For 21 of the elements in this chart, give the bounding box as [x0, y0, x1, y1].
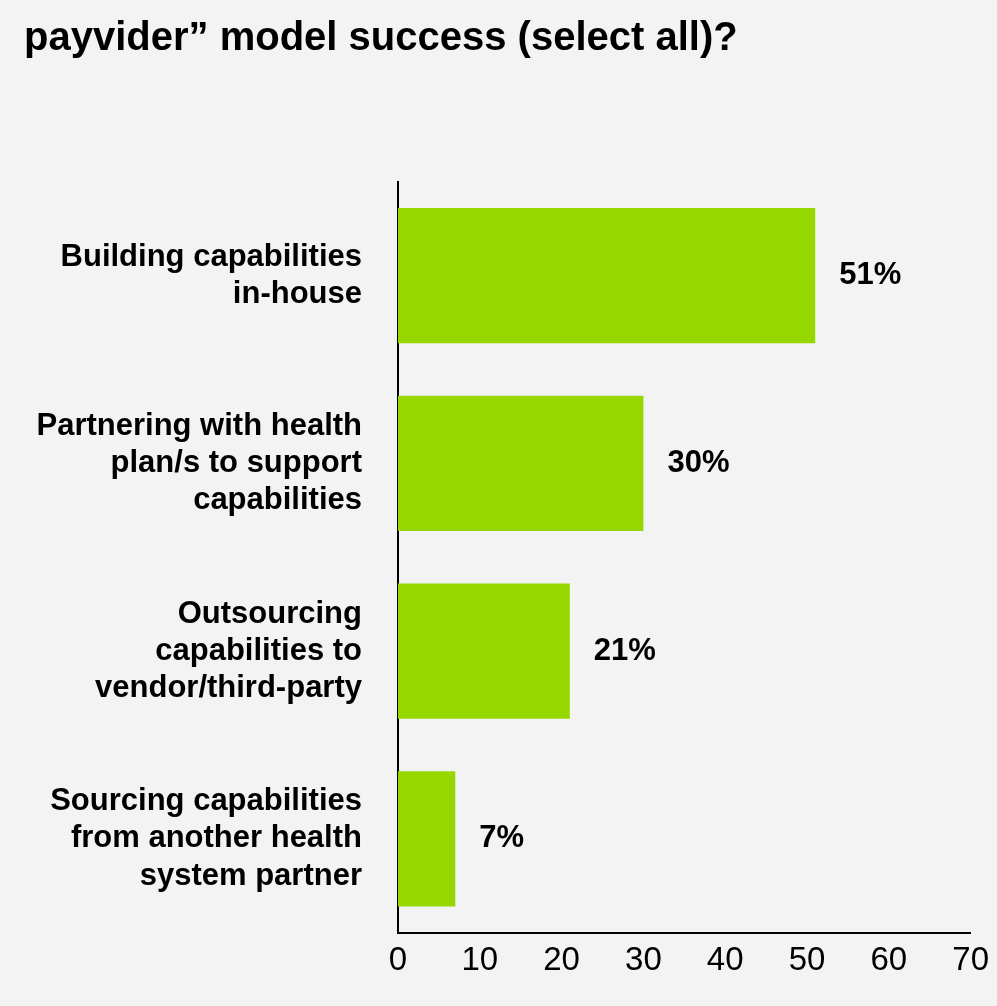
- x-tick-label: 0: [388, 939, 408, 977]
- x-tick-label: 10: [461, 939, 499, 977]
- chart-title: payvider” model success (select all)?: [23, 13, 739, 60]
- data-label: 51%: [839, 256, 902, 292]
- x-tick-label: 50: [788, 939, 826, 977]
- bar: [398, 395, 644, 532]
- data-label: 21%: [593, 631, 656, 667]
- bar: [398, 583, 570, 719]
- x-tick-label: 30: [625, 939, 662, 977]
- x-tick-label: 60: [870, 939, 908, 977]
- x-tick-label: 40: [706, 939, 744, 977]
- y-tick-label: Sourcing capabilities from another health system partner: [50, 782, 362, 892]
- data-label: 30%: [667, 443, 730, 479]
- bar: [398, 208, 816, 344]
- y-tick-label: Building capabilities in-house: [60, 237, 362, 310]
- y-tick-label: Partnering with health plan/s to support capabilities: [36, 406, 362, 517]
- bar: [398, 771, 456, 907]
- x-tick-label: 70: [952, 939, 990, 977]
- x-tick-label: 20: [543, 939, 580, 977]
- y-tick-label: Outsourcing capabilities to vendor/third-party: [95, 594, 363, 704]
- data-label: 7%: [479, 819, 525, 855]
